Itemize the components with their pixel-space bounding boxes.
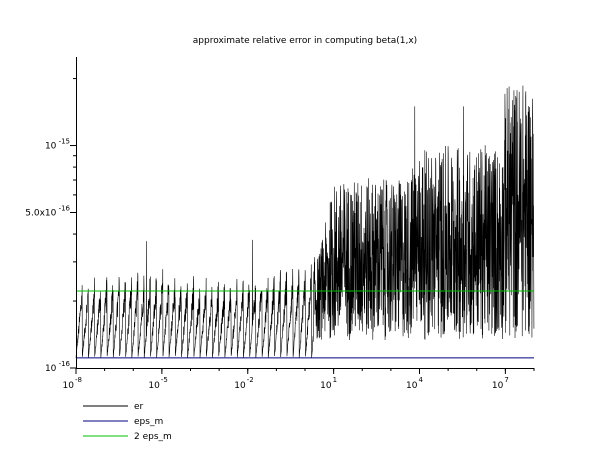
x-tick-exponent: 7	[504, 376, 508, 384]
y-tick-label: 10	[45, 142, 57, 152]
x-tick-exponent: 4	[419, 376, 424, 384]
y-tick-exponent: -16	[59, 360, 71, 368]
y-tick-exponent: -16	[59, 205, 71, 213]
legend-label: 2 eps_m	[134, 432, 172, 442]
legend: er eps_m 2 eps_m	[83, 402, 172, 442]
x-tick-label: 10	[492, 381, 504, 391]
series-er-line	[75, 85, 535, 358]
x-tick-label: 10	[234, 381, 246, 391]
x-tick-exponent: -8	[75, 376, 82, 384]
x-tick-label: 10	[148, 381, 160, 391]
x-tick-exponent: -2	[247, 376, 254, 384]
legend-label: eps_m	[134, 417, 163, 427]
y-tick-exponent: -15	[59, 138, 70, 146]
y-tick-label: 10	[45, 364, 57, 374]
x-tick-exponent: 1	[333, 376, 337, 384]
plot-area	[75, 85, 535, 359]
x-tick-label: 10	[63, 381, 75, 391]
x-tick-label: 10	[406, 381, 418, 391]
x-tick-exponent: -5	[161, 376, 168, 384]
x-tick-label: 10	[320, 381, 332, 391]
y-tick-label: 5.0x10	[25, 209, 56, 219]
chart-title: approximate relative error in computing …	[193, 36, 417, 46]
legend-label: er	[134, 402, 144, 412]
